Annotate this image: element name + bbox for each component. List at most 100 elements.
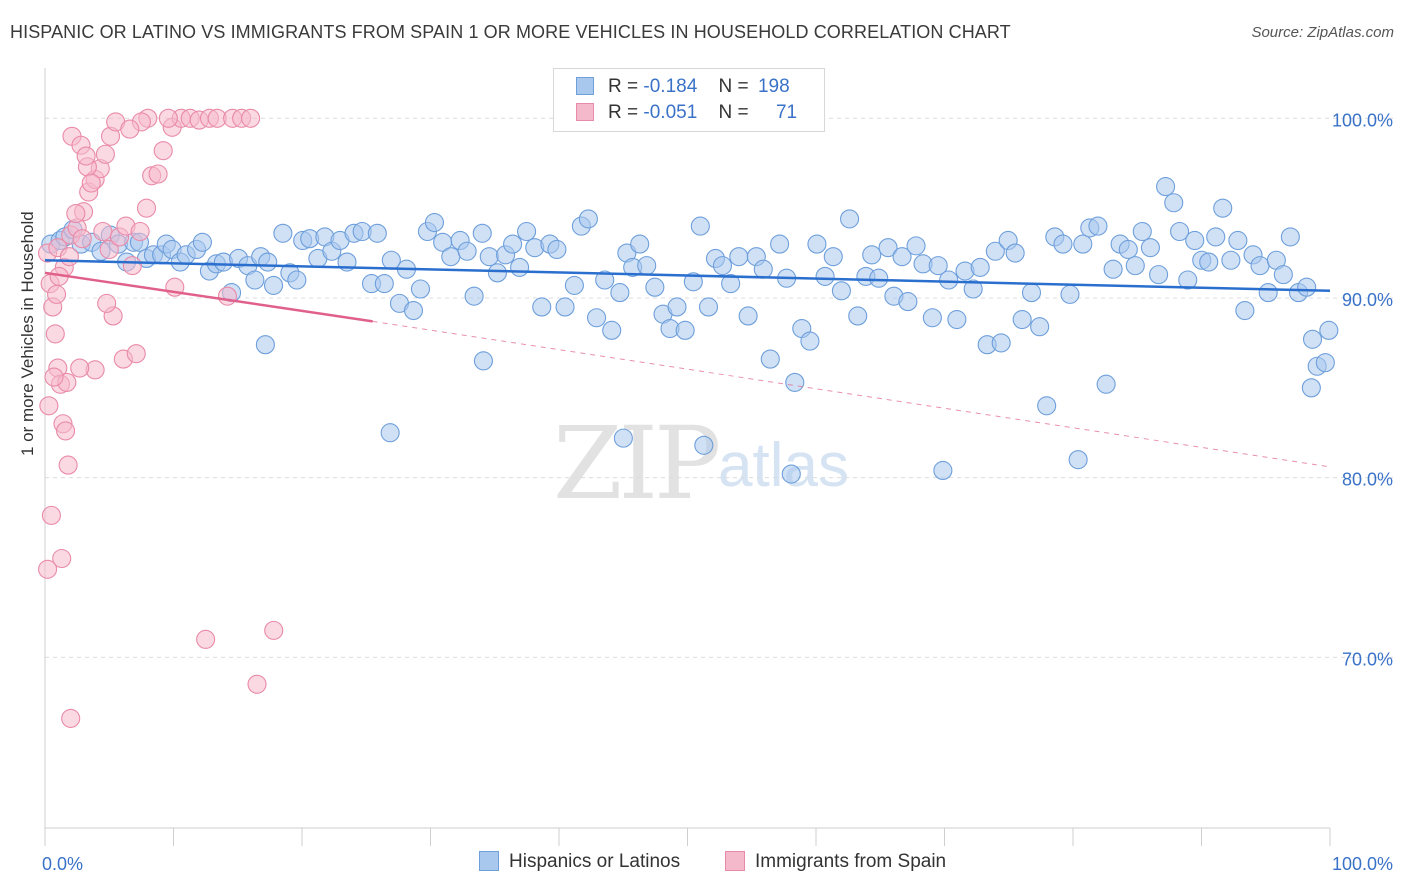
point-spain: [247, 674, 267, 694]
point-hispanics: [869, 268, 889, 288]
point-hispanics: [922, 308, 942, 328]
point-hispanics: [823, 247, 843, 267]
point-hispanics: [991, 333, 1011, 353]
point-hispanics: [1199, 252, 1219, 272]
y-tick-label: 90.0%: [1342, 290, 1393, 310]
point-hispanics: [738, 306, 758, 326]
point-hispanics: [1005, 243, 1025, 263]
point-hispanics: [878, 238, 898, 258]
point-hispanics: [1228, 230, 1248, 251]
bottom-legend-swatch-blue: [479, 851, 499, 871]
point-hispanics: [1221, 250, 1241, 270]
point-spain: [70, 358, 90, 378]
bottom-legend-label: Immigrants from Spain: [755, 851, 947, 872]
point-hispanics: [1053, 234, 1073, 254]
point-hispanics: [1178, 270, 1198, 290]
point-hispanics: [1315, 353, 1335, 373]
point-hispanics: [380, 423, 400, 443]
point-hispanics: [694, 435, 714, 455]
point-hispanics: [503, 234, 523, 254]
point-hispanics: [1012, 309, 1032, 330]
point-spain: [44, 367, 64, 387]
point-spain: [93, 221, 113, 242]
legend-r-value: -0.184: [643, 76, 698, 97]
point-spain: [52, 548, 72, 569]
point-hispanics: [840, 209, 860, 229]
point-spain: [47, 284, 67, 304]
point-hispanics: [1103, 259, 1123, 279]
point-hispanics: [848, 306, 868, 326]
point-hispanics: [892, 247, 912, 267]
point-hispanics: [675, 320, 695, 340]
point-hispanics: [1213, 198, 1233, 218]
point-hispanics: [645, 277, 665, 297]
point-hispanics: [970, 257, 990, 277]
point-spain: [99, 239, 119, 260]
legend-n-label: N =: [718, 76, 749, 97]
point-spain: [72, 229, 92, 249]
point-hispanics: [1021, 283, 1042, 303]
point-hispanics: [1164, 193, 1184, 213]
point-spain: [38, 559, 58, 579]
point-spain: [196, 629, 216, 649]
point-hispanics: [1073, 234, 1093, 254]
point-hispanics: [698, 297, 719, 317]
point-hispanics: [1140, 238, 1160, 258]
point-hispanics: [898, 292, 918, 312]
point-hispanics: [947, 309, 967, 330]
point-hispanics: [555, 297, 575, 317]
point-hispanics: [1037, 396, 1057, 416]
point-hispanics: [532, 297, 552, 317]
chart-source: Source: ZipAtlas.com: [1251, 24, 1394, 41]
point-spain: [97, 293, 117, 313]
point-hispanics: [667, 297, 687, 317]
point-spain: [59, 247, 79, 267]
point-hispanics: [1206, 227, 1226, 247]
legend-r-value: -0.051: [643, 102, 698, 123]
point-hispanics: [1302, 329, 1323, 349]
point-hispanics: [729, 247, 749, 267]
point-hispanics: [721, 274, 741, 294]
point-hispanics: [374, 274, 394, 294]
point-hispanics: [479, 247, 499, 267]
point-hispanics: [1156, 177, 1176, 197]
point-hispanics: [770, 234, 790, 254]
point-hispanics: [464, 286, 484, 306]
point-hispanics: [1096, 374, 1116, 394]
point-hispanics: [1185, 230, 1205, 251]
point-hispanics: [258, 252, 278, 272]
point-hispanics: [781, 464, 801, 484]
point-hispanics: [517, 221, 537, 242]
legend-row-hispanics: R = -0.184 N = 198: [576, 76, 790, 100]
point-hispanics: [1118, 239, 1138, 260]
point-hispanics: [487, 263, 507, 283]
point-hispanics: [273, 223, 293, 243]
point-spain: [76, 146, 96, 166]
watermark-zip: ZIP: [553, 405, 721, 522]
point-spain: [217, 286, 238, 306]
point-hispanics: [1088, 216, 1108, 236]
legend-row-spain: R = -0.051 N = 71: [576, 102, 797, 126]
point-hispanics: [472, 223, 492, 243]
legend-swatch-pink: [576, 103, 594, 121]
point-hispanics: [1297, 277, 1317, 297]
point-hispanics: [367, 223, 387, 243]
point-spain: [158, 108, 178, 128]
point-hispanics: [1132, 221, 1152, 242]
watermark-atlas: atlas: [718, 431, 849, 500]
point-spain: [45, 324, 65, 344]
point-hispanics: [683, 272, 703, 292]
point-hispanics: [564, 275, 584, 295]
trendline-hispanics: [44, 258, 1331, 293]
point-hispanics: [1149, 265, 1169, 285]
point-hispanics: [933, 460, 953, 481]
point-spain: [81, 173, 101, 193]
point-spain: [136, 198, 157, 218]
y-tick-label: 100.0%: [1332, 110, 1393, 130]
point-hispanics: [815, 266, 835, 286]
point-hispanics: [1125, 256, 1145, 276]
point-hispanics: [192, 232, 212, 252]
point-spain: [120, 119, 140, 139]
point-hispanics: [1250, 256, 1270, 276]
point-hispanics: [690, 216, 710, 236]
